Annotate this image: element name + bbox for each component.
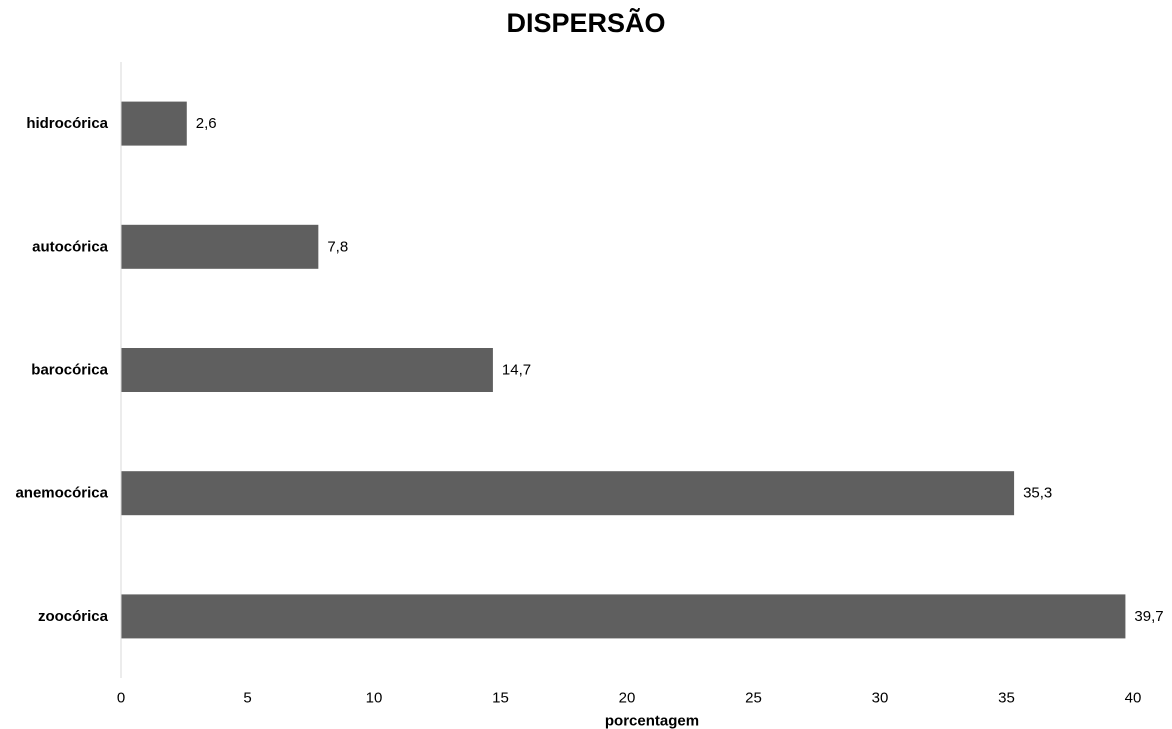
bar-barocórica [121,348,493,392]
bar-zoocórica [121,594,1126,639]
category-label: barocórica [31,362,108,379]
data-label: 39,7 [1134,608,1163,625]
bar-anemocórica [121,471,1015,516]
x-tick-label: 15 [492,690,509,707]
category-label: anemocórica [15,485,108,502]
x-tick-label: 30 [872,690,889,707]
category-label: zoocórica [38,608,109,625]
x-tick-label: 25 [745,690,762,707]
x-tick-label: 0 [117,690,125,707]
category-label: autocórica [32,238,109,255]
data-label: 14,7 [502,362,531,379]
bar-autocórica [121,224,319,269]
x-tick-label: 20 [619,690,636,707]
data-label: 2,6 [196,115,217,132]
x-tick-label: 35 [998,690,1015,707]
data-label: 35,3 [1023,485,1052,502]
bar-hidrocórica [121,101,187,146]
data-label: 7,8 [327,238,348,255]
x-tick-label: 5 [243,690,251,707]
x-tick-label: 10 [366,690,383,707]
x-tick-label: 40 [1125,690,1142,707]
x-tick-labels: 0 5 10 15 20 25 30 35 40 [117,690,1142,707]
chart-title: DISPERSÃO [506,8,666,38]
bars-layer [121,101,1126,639]
category-label: hidrocórica [26,115,108,132]
labels-layer: hidrocórica 2,6 autocórica 7,8 barocórica 14,… [15,115,1163,625]
x-axis-title: porcentagem [605,713,699,729]
